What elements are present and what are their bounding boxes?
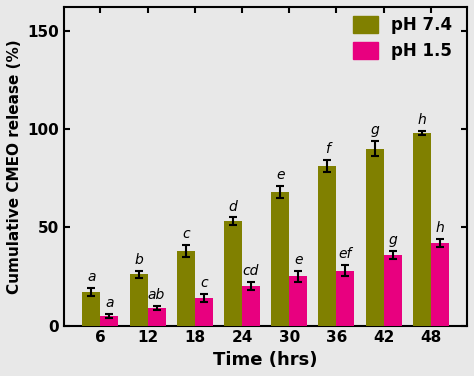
Text: g: g [370, 123, 379, 137]
X-axis label: Time (hrs): Time (hrs) [213, 351, 318, 369]
Bar [195, 298, 213, 326]
Y-axis label: Cumulative CMEO release (%): Cumulative CMEO release (%) [7, 39, 22, 294]
Bar [242, 286, 260, 326]
Bar [431, 243, 449, 326]
Text: d: d [228, 200, 237, 214]
Text: ef: ef [338, 247, 352, 261]
Text: h: h [436, 221, 444, 235]
Text: f: f [325, 143, 330, 156]
Text: c: c [182, 227, 190, 241]
Text: a: a [105, 296, 114, 310]
Bar [289, 276, 307, 326]
Text: a: a [87, 270, 96, 284]
Text: cd: cd [243, 264, 259, 278]
Bar [147, 308, 165, 326]
Bar [337, 271, 355, 326]
Text: ab: ab [148, 288, 165, 302]
Text: b: b [134, 253, 143, 267]
Bar [413, 133, 431, 326]
Text: e: e [294, 253, 302, 267]
Bar [100, 316, 118, 326]
Bar [129, 274, 147, 326]
Bar [365, 149, 383, 326]
Text: c: c [200, 276, 208, 290]
Bar [177, 251, 195, 326]
Bar [383, 255, 401, 326]
Legend: pH 7.4, pH 1.5: pH 7.4, pH 1.5 [346, 9, 459, 67]
Text: g: g [388, 233, 397, 247]
Bar [82, 292, 100, 326]
Bar [319, 166, 337, 326]
Bar [271, 192, 289, 326]
Bar [224, 221, 242, 326]
Text: h: h [418, 113, 426, 127]
Text: e: e [276, 168, 284, 182]
